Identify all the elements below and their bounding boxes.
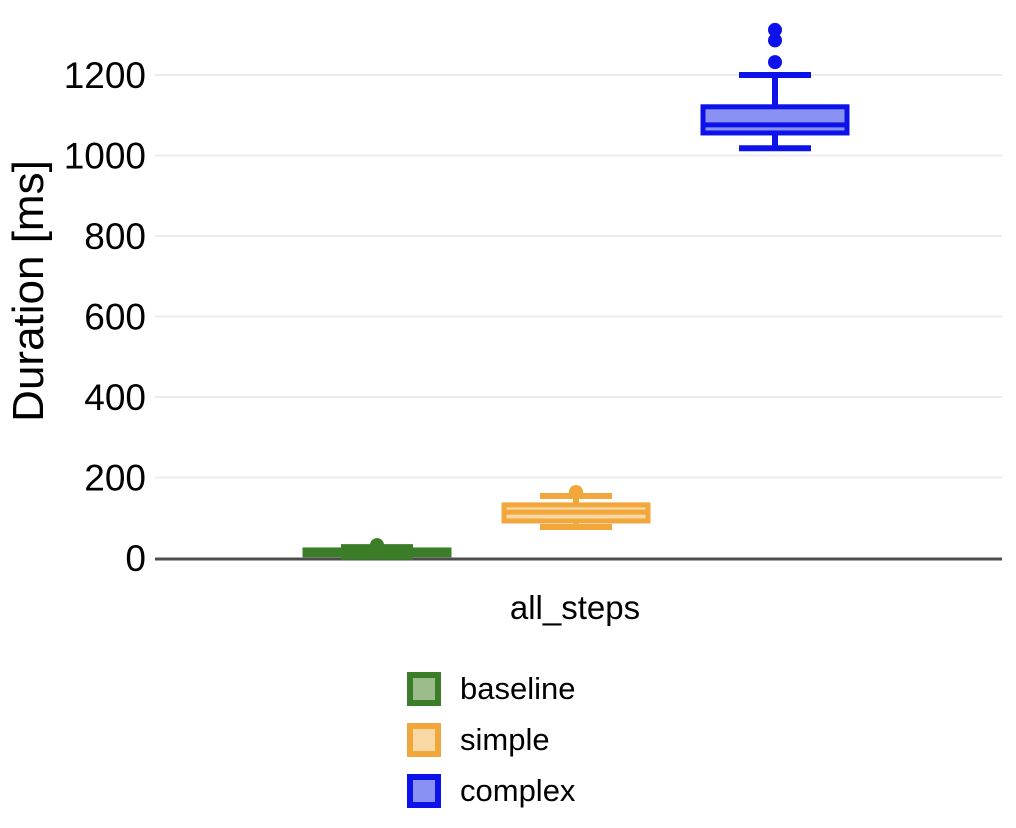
legend-item-simple: simple: [407, 723, 575, 757]
y-tick-label: 600: [84, 297, 146, 338]
legend-swatch-baseline-icon: [407, 672, 441, 706]
y-tick-label: 400: [84, 377, 146, 418]
y-tick-label: 0: [125, 538, 146, 579]
x-category-label: all_steps: [509, 589, 641, 626]
legend-swatch-complex-icon: [407, 774, 441, 808]
y-tick-label: 1000: [64, 136, 146, 177]
outlier-dot-complex: [768, 22, 782, 37]
legend-item-complex: complex: [407, 774, 575, 808]
y-tick-label: 800: [84, 216, 146, 257]
legend-swatch-simple-icon: [407, 723, 441, 757]
y-axis-title: Duration [ms]: [4, 160, 53, 422]
legend-label-complex: complex: [460, 773, 576, 808]
outlier-dot-baseline: [370, 538, 384, 553]
outlier-dot-complex: [768, 55, 782, 70]
legend-label-simple: simple: [460, 722, 550, 757]
y-tick-label: 1200: [64, 55, 146, 96]
outlier-dot-complex: [768, 33, 782, 48]
legend-item-baseline: baseline: [407, 672, 575, 706]
legend: baseline simple complex: [407, 672, 575, 825]
box-complex: [700, 104, 850, 136]
legend-label-baseline: baseline: [460, 671, 576, 706]
outlier-dot-simple: [569, 484, 583, 499]
y-tick-label: 200: [84, 458, 146, 499]
